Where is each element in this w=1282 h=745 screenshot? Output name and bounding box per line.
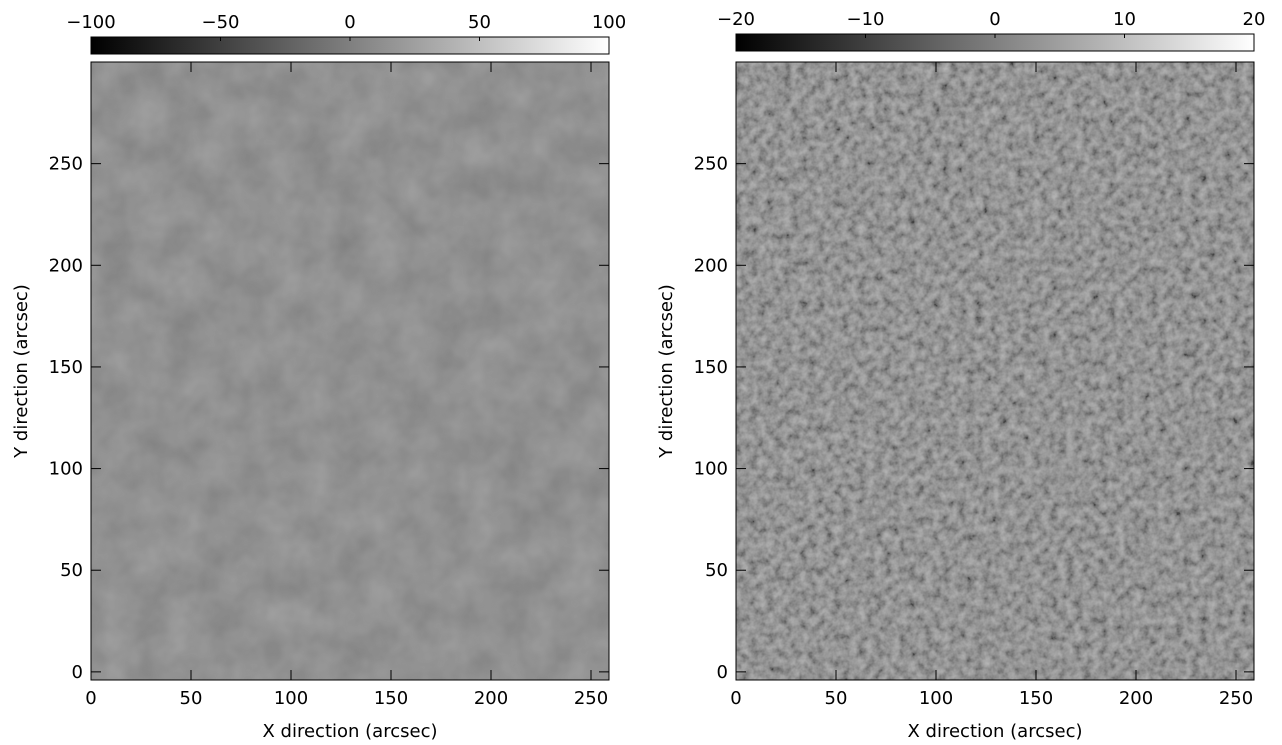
x-tick-label: 0 [85,688,96,709]
x-tick-label: 250 [1219,688,1253,709]
x-tick-label: 0 [730,688,741,709]
x-tick-label: 200 [474,688,508,709]
x-tick-label: 50 [825,688,848,709]
x-tick-label: 150 [374,688,408,709]
y-tick-label: 150 [694,357,728,378]
x-tick-label: 100 [274,688,308,709]
y-tick-label: 0 [72,662,83,683]
colorbar-tick-label: −50 [202,12,240,33]
plot-frame [90,61,610,681]
x-tick-label: 150 [1019,688,1053,709]
colorbar-tick-label: 0 [344,12,355,33]
colorbar-tick-label: −100 [66,12,115,33]
plot-frame [735,61,1255,681]
y-tick-label: 150 [49,357,83,378]
y-tick-label: 100 [49,459,83,480]
y-axis-label: Y direction (arcsec) [656,284,677,459]
image-tint [736,62,1254,680]
y-tick-label: 100 [694,459,728,480]
colorbar-tick-label: 20 [1243,9,1266,30]
y-axis-label: Y direction (arcsec) [11,284,32,459]
image-texture [91,62,609,680]
y-tick-label: 250 [694,154,728,175]
x-axis-label: X direction (arcsec) [263,721,438,742]
y-tick-label: 200 [49,255,83,276]
y-tick-label: 0 [717,662,728,683]
x-tick-label: 100 [919,688,953,709]
colorbar-tick-label: 100 [592,12,626,33]
colorbar-tick-label: 50 [468,12,491,33]
colorbar-tick-label: −10 [847,9,885,30]
x-axis-label: X direction (arcsec) [908,721,1083,742]
x-tick-label: 200 [1119,688,1153,709]
colorbar-tick-label: 0 [989,9,1000,30]
y-tick-label: 250 [49,154,83,175]
colorbar-tick-label: −20 [717,9,755,30]
y-tick-label: 50 [705,560,728,581]
x-tick-label: 250 [574,688,608,709]
y-tick-label: 50 [60,560,83,581]
x-tick-label: 50 [180,688,203,709]
y-tick-label: 200 [694,255,728,276]
colorbar-tick-label: 10 [1113,9,1136,30]
